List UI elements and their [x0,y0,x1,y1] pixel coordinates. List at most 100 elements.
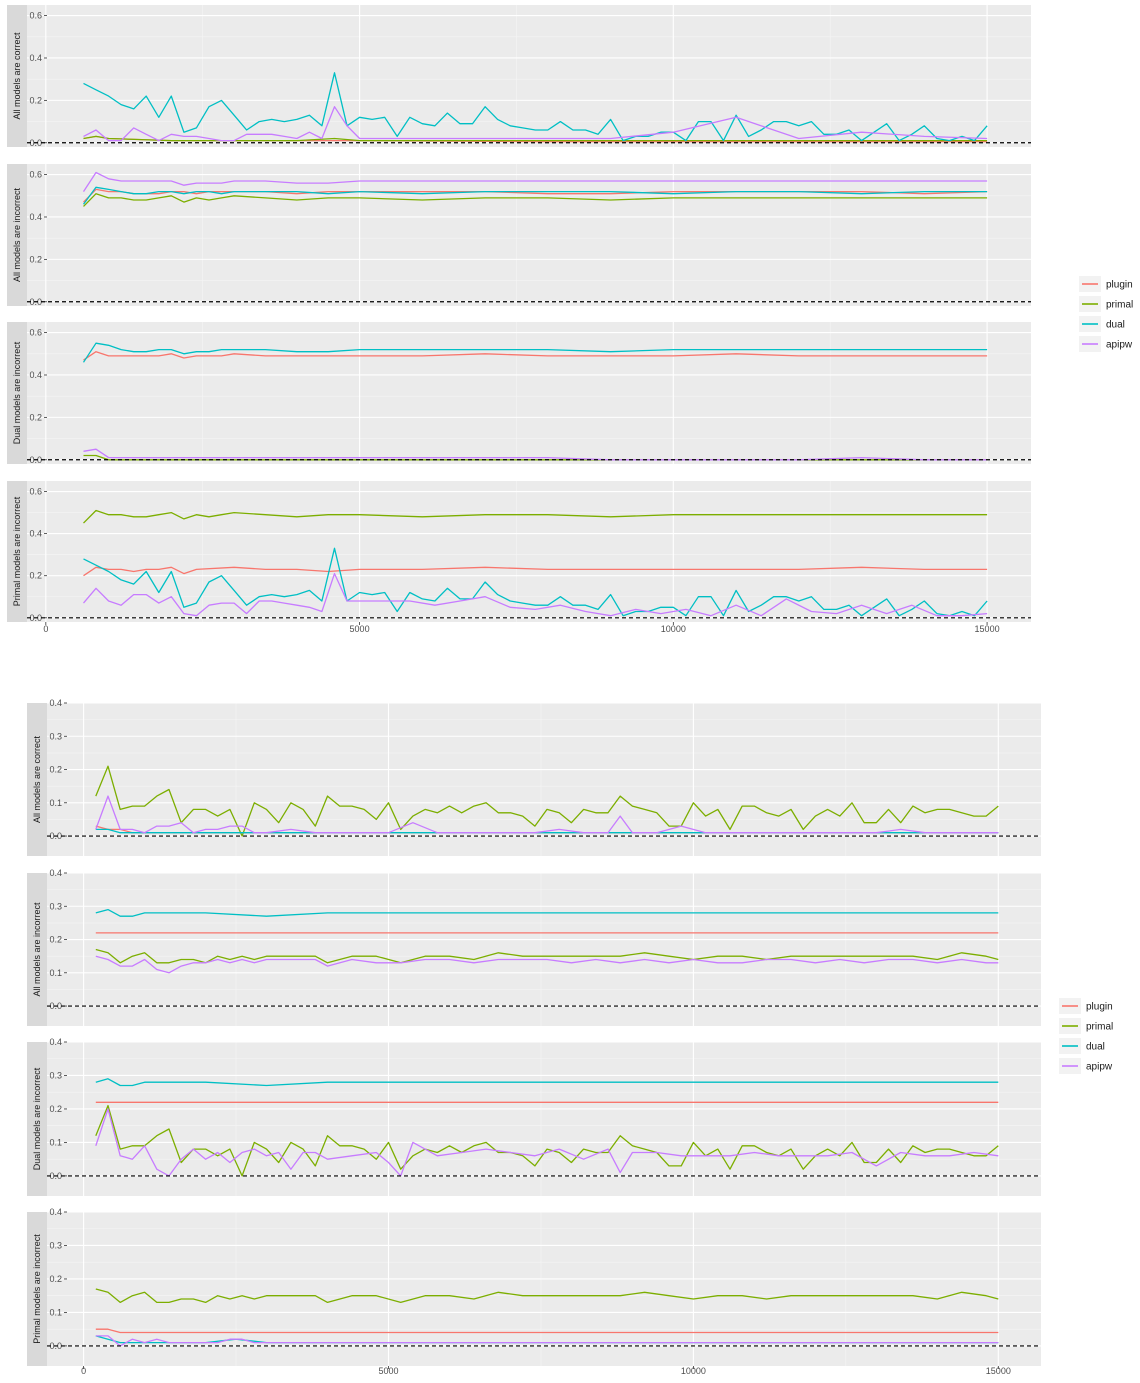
legend-label-primal: primal [1086,1022,1113,1033]
panel-background [47,1042,1041,1196]
y-tick-label: 0.2 [29,254,42,264]
series-line-dual [83,547,988,617]
panel-background [27,164,1031,306]
facet-strip [27,873,47,1026]
y-tick-label: 0.4 [49,1037,62,1047]
y-tick-label: 0.2 [29,95,42,105]
facet-strip-label: Primal models are incorrect [32,1234,42,1344]
x-tick-label: 0 [81,1366,86,1376]
legend-label-plugin: plugin [1106,280,1133,291]
y-tick-label: 0.1 [49,1307,62,1317]
panel-background [47,703,1041,856]
y-tick-label: 0.1 [49,1137,62,1147]
x-tick-label: 5000 [350,624,370,634]
facet-strip-label: All models are correct [12,32,22,120]
facet-strip [7,5,27,147]
legend-label-apipw: apipw [1106,340,1133,351]
facet-strip-label: Dual models are incorrect [12,341,22,444]
panel-background [47,1212,1041,1366]
legend-label-dual: dual [1106,320,1125,331]
x-tick-label: 0 [43,624,48,634]
series-line-apipw [95,1335,999,1347]
x-tick-label: 5000 [378,1366,398,1376]
facet-panel: Primal models are incorrect0.00.10.20.30… [27,1207,1041,1366]
y-tick-label: 0.1 [49,798,62,808]
y-tick-label: 0.2 [29,412,42,422]
x-tick-label: 10000 [661,624,686,634]
x-tick-label: 15000 [975,624,1000,634]
y-tick-label: 0.4 [29,370,42,380]
y-tick-label: 0.1 [49,968,62,978]
panel-background [47,873,1041,1026]
facet-strip [27,1212,47,1366]
series-line-apipw [95,955,999,974]
series-line-dual [82,186,988,205]
series-line-apipw [83,572,988,617]
series-line-apipw [82,171,988,192]
series-line-primal [83,193,988,207]
facet-strip-label: All models are correct [32,735,42,823]
facet-strip-label: All models are incorrect [12,187,22,282]
series-line-apipw [95,795,999,834]
legend-label-primal: primal [1106,300,1133,311]
x-tick-label: 10000 [681,1366,706,1376]
facet-strip [7,481,27,622]
legend: plugin primal dual apipw [1059,998,1113,1074]
y-tick-label: 0.2 [49,1274,62,1284]
legend-label-dual: dual [1086,1042,1105,1053]
y-tick-label: 0.4 [49,1207,62,1217]
series-line-apipw [83,106,988,142]
x-tick-label: 15000 [986,1366,1011,1376]
panel-background [27,5,1031,147]
series-line-dual [95,908,999,917]
panel-background [27,481,1031,622]
facet-strip-label: Primal models are incorrect [12,496,22,606]
legend-label-plugin: plugin [1086,1002,1113,1013]
chart-2: All models are correct0.00.10.20.30.4All… [27,698,1113,1376]
y-tick-label: 0.2 [49,765,62,775]
y-tick-label: 0.6 [29,328,42,338]
panel-background [27,322,1031,464]
series-line-plugin [95,1328,999,1334]
series-line-plugin [83,351,988,361]
facet-strip-label: All models are incorrect [32,902,42,997]
y-tick-label: 0.6 [29,487,42,497]
y-tick-label: 0.4 [29,53,42,63]
y-tick-label: 0.3 [49,731,62,741]
y-tick-label: 0.6 [29,170,42,180]
facet-strip [7,164,27,306]
series-line-plugin [83,566,988,577]
facet-strip [27,703,47,856]
y-tick-label: 0.2 [49,1104,62,1114]
legend-label-apipw: apipw [1086,1062,1113,1073]
facet-strip-label: Dual models are incorrect [32,1067,42,1170]
series-line-primal [95,948,999,964]
legend: plugin primal dual apipw [1079,276,1133,352]
series-line-dual [82,342,988,363]
series-line-primal [95,1288,999,1304]
series-line-primal [83,509,988,524]
y-tick-label: 0.4 [49,698,62,708]
y-tick-label: 0.3 [49,1070,62,1080]
y-tick-label: 0.3 [49,901,62,911]
series-line-apipw [95,1108,999,1177]
y-tick-label: 0.4 [29,212,42,222]
y-tick-label: 0.3 [49,1240,62,1250]
series-line-primal [95,1104,999,1177]
series-line-dual [95,1078,999,1087]
y-tick-label: 0.2 [29,571,42,581]
y-tick-label: 0.4 [49,868,62,878]
y-tick-label: 0.2 [49,935,62,945]
facet-strip [7,322,27,464]
y-tick-label: 0.4 [29,529,42,539]
series-line-primal [95,765,999,837]
facet-strip [27,1042,47,1196]
